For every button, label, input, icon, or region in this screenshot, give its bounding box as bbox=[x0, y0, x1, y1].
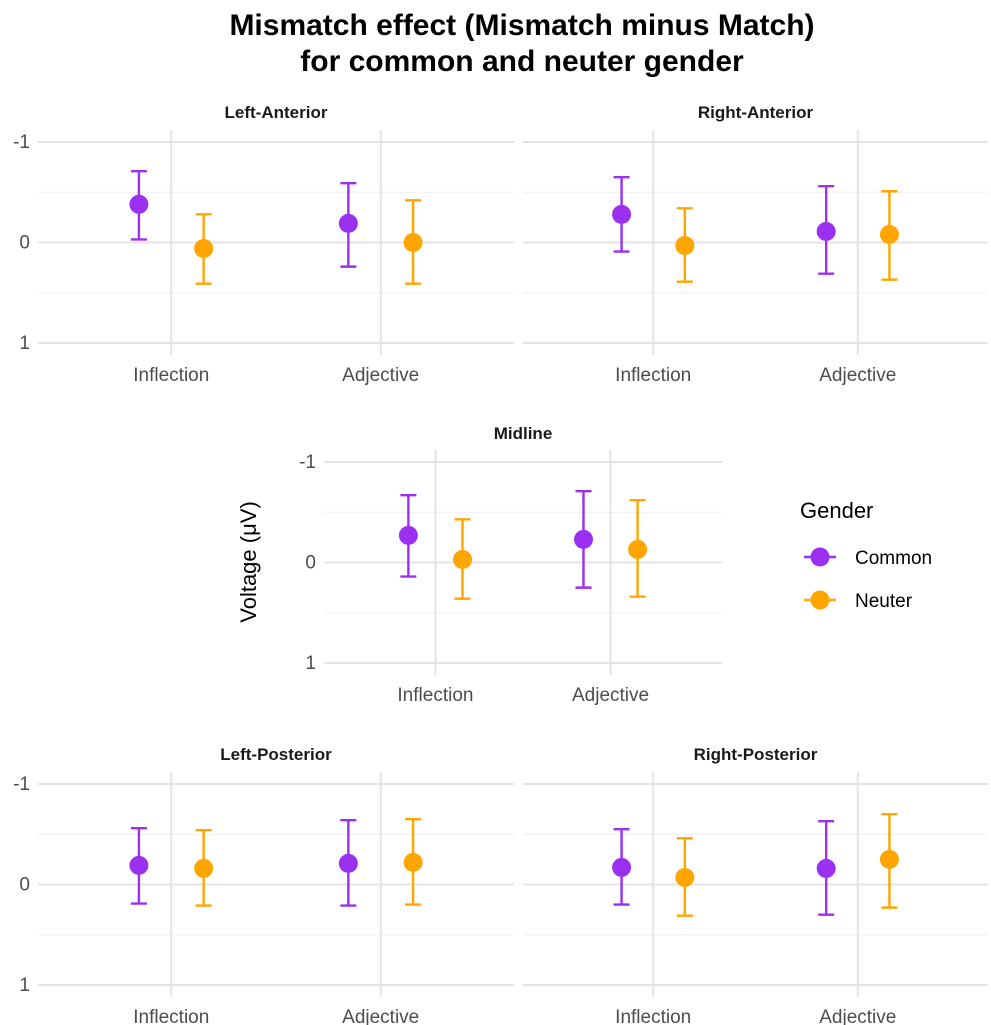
y-tick-label: 0 bbox=[19, 233, 30, 254]
y-tick-label: 0 bbox=[305, 553, 316, 574]
panel-title-right-posterior: Right-Posterior bbox=[694, 745, 818, 764]
panel-title-left-anterior: Left-Anterior bbox=[225, 103, 328, 122]
y-tick-label: 1 bbox=[19, 975, 30, 996]
x-tick-label-inflection: Inflection bbox=[133, 1007, 209, 1025]
point-neuter-inflection bbox=[453, 549, 473, 569]
legend-key-point-neuter bbox=[810, 590, 830, 610]
y-axis-label: Voltage (μV) bbox=[236, 501, 261, 623]
legend: Gender Common Neuter bbox=[800, 498, 932, 612]
panel-title-right-anterior: Right-Anterior bbox=[698, 103, 814, 122]
legend-title: Gender bbox=[800, 498, 873, 523]
point-neuter-inflection bbox=[194, 858, 214, 878]
legend-label-neuter: Neuter bbox=[855, 591, 913, 612]
x-tick-label-adjective: Adjective bbox=[342, 1007, 419, 1025]
x-tick-label-inflection: Inflection bbox=[397, 685, 473, 706]
x-tick-label-adjective: Adjective bbox=[342, 365, 419, 386]
chart-title-line-2: for common and neuter gender bbox=[300, 45, 744, 78]
y-tick-label: 0 bbox=[19, 875, 30, 896]
point-common-adjective bbox=[816, 858, 836, 878]
x-tick-label-inflection: Inflection bbox=[133, 365, 209, 386]
point-common-inflection bbox=[129, 194, 149, 214]
y-tick-label: -1 bbox=[13, 774, 30, 795]
x-tick-label-adjective: Adjective bbox=[819, 365, 896, 386]
point-common-inflection bbox=[129, 855, 149, 875]
x-tick-label-adjective: Adjective bbox=[819, 1007, 896, 1025]
point-common-adjective bbox=[338, 853, 358, 873]
x-tick-label-inflection: Inflection bbox=[615, 365, 691, 386]
panel-left-posterior: Left-Posterior -1 0 1 Inflection Adjective bbox=[13, 745, 514, 1025]
x-tick-label-adjective: Adjective bbox=[572, 685, 649, 706]
panel-title-midline: Midline bbox=[494, 424, 553, 443]
legend-key-point-common bbox=[810, 547, 830, 567]
panel-left-anterior: Left-Anterior -1 0 1 Inflection Adjective bbox=[13, 103, 514, 386]
point-common-adjective bbox=[573, 529, 593, 549]
panel-right-posterior: Right-Posterior Inflection Adjective bbox=[523, 745, 988, 1025]
panel-title-left-posterior: Left-Posterior bbox=[220, 745, 332, 764]
panel-midline: Midline -1 0 1 Inflection Adjective bbox=[299, 424, 722, 706]
point-neuter-adjective bbox=[879, 224, 899, 244]
point-neuter-adjective bbox=[403, 852, 423, 872]
legend-label-common: Common bbox=[855, 548, 932, 569]
point-common-inflection bbox=[612, 204, 632, 224]
y-tick-label: 1 bbox=[305, 653, 316, 674]
chart-title-line-1: Mismatch effect (Mismatch minus Match) bbox=[229, 9, 814, 42]
y-tick-label: -1 bbox=[13, 132, 30, 153]
point-common-inflection bbox=[612, 857, 632, 877]
x-tick-label-inflection: Inflection bbox=[615, 1007, 691, 1025]
point-neuter-adjective bbox=[628, 539, 648, 559]
point-common-adjective bbox=[338, 213, 358, 233]
point-common-adjective bbox=[816, 221, 836, 241]
point-common-inflection bbox=[398, 525, 418, 545]
point-neuter-adjective bbox=[879, 849, 899, 869]
y-tick-label: -1 bbox=[299, 452, 316, 473]
panel-right-anterior: Right-Anterior Inflection Adjective bbox=[523, 103, 988, 386]
point-neuter-inflection bbox=[675, 867, 695, 887]
point-neuter-adjective bbox=[403, 233, 423, 252]
point-neuter-inflection bbox=[675, 236, 695, 256]
y-tick-label: 1 bbox=[19, 333, 30, 354]
point-neuter-inflection bbox=[194, 239, 214, 259]
